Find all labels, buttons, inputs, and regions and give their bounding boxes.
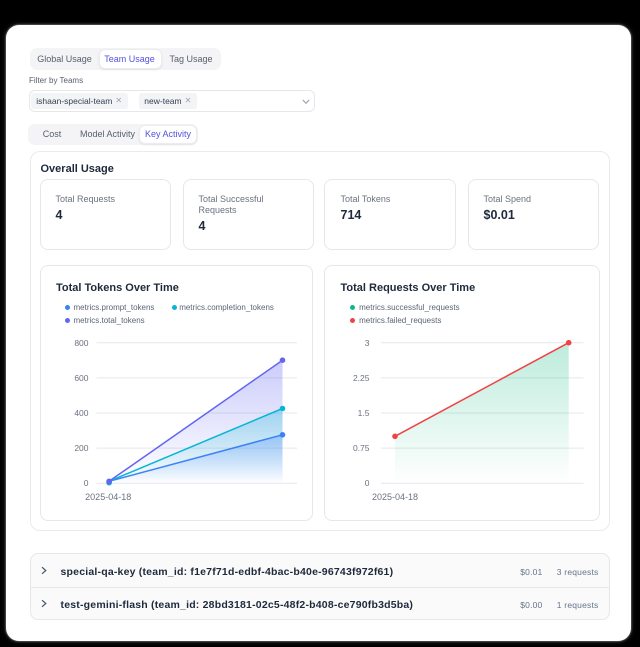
svg-text:1.5: 1.5 (358, 408, 370, 418)
svg-text:2.25: 2.25 (353, 373, 370, 383)
svg-text:2025-04-18: 2025-04-18 (85, 492, 131, 502)
svg-text:600: 600 (74, 373, 88, 383)
svg-text:2025-04-18: 2025-04-18 (372, 492, 418, 502)
svg-text:0.75: 0.75 (353, 443, 370, 453)
svg-text:3: 3 (365, 338, 370, 348)
svg-text:800: 800 (74, 338, 88, 348)
svg-text:0: 0 (365, 478, 370, 488)
svg-text:400: 400 (74, 408, 88, 418)
svg-text:0: 0 (83, 478, 88, 488)
svg-text:200: 200 (74, 443, 88, 453)
